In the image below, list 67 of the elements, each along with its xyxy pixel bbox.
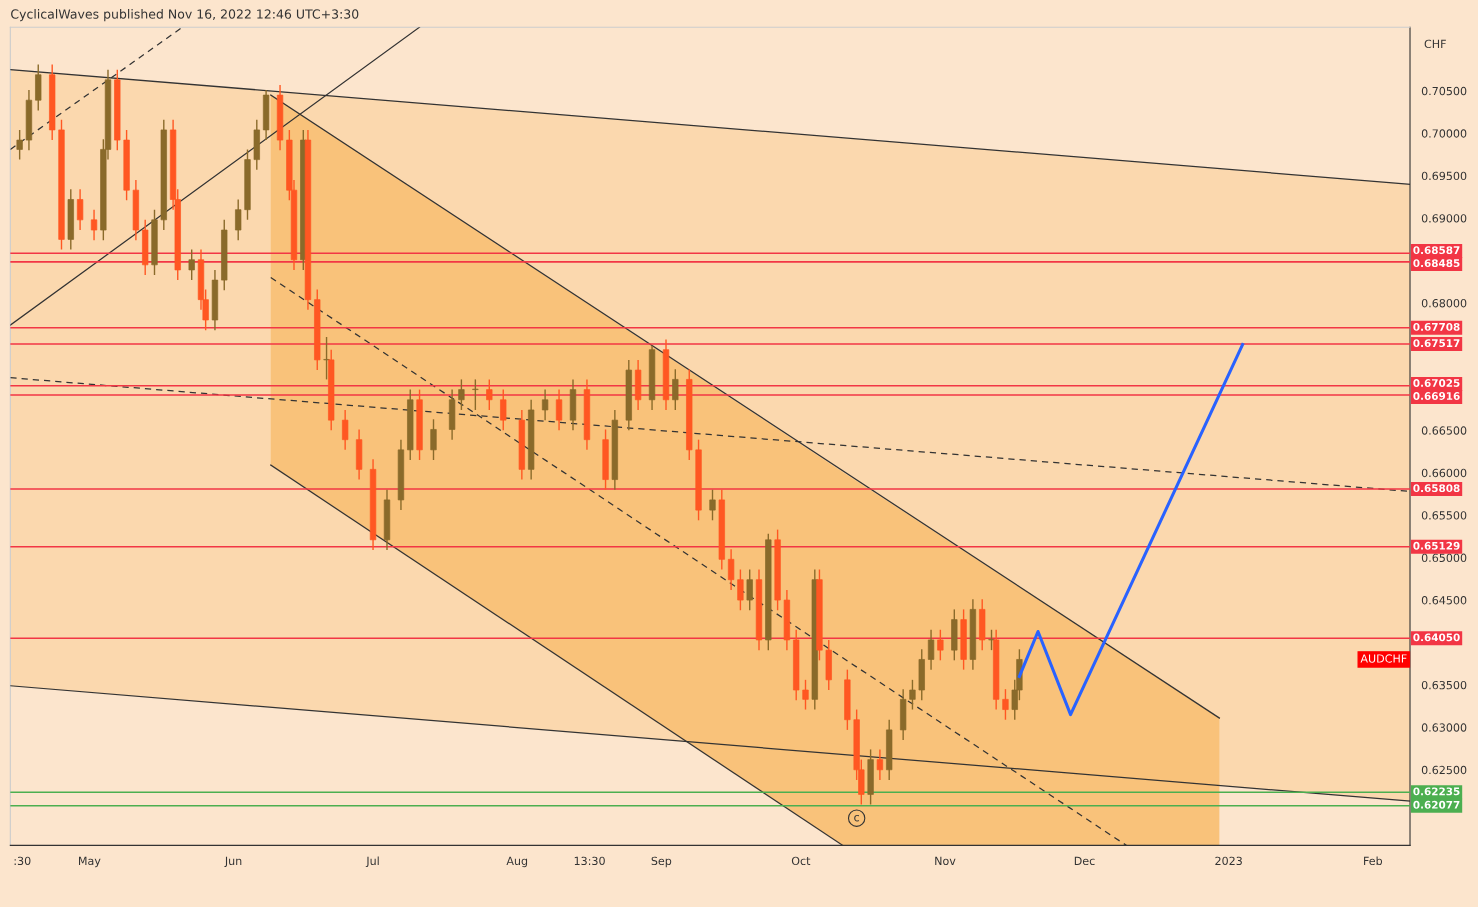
annotation: AUDCHF xyxy=(1360,654,1407,663)
x-tick-label: Sep xyxy=(651,856,672,868)
ref-line-label: 0.64050 xyxy=(1413,633,1460,642)
x-tick-label: Aug xyxy=(506,856,528,868)
chart-title: CyclicalWaves published Nov 16, 2022 12:46 UTC+3:30 xyxy=(11,9,359,22)
candlestick xyxy=(802,679,809,711)
ref-line-label: 0.67708 xyxy=(1413,322,1460,331)
y-tick-label: 0.66500 xyxy=(1421,426,1467,435)
y-tick-label: 0.68000 xyxy=(1421,299,1467,308)
line-series xyxy=(1017,343,1245,717)
y-tick-label: 0.63500 xyxy=(1421,680,1467,690)
candlestick xyxy=(76,188,84,231)
candlestick xyxy=(458,378,465,411)
ref-line-label: 0.62235 xyxy=(1413,787,1460,796)
candlestick xyxy=(342,409,349,451)
ref-line-label: 0.65808 xyxy=(1413,484,1460,493)
x-tick-label: Nov xyxy=(935,856,956,866)
candlestick xyxy=(323,336,330,381)
candlestick xyxy=(472,378,479,411)
ref-line-label: 0.66916 xyxy=(1413,392,1460,400)
y-tick-label: 0.69500 xyxy=(1421,171,1467,181)
candlestick xyxy=(16,129,23,161)
y-axis-title: CHF xyxy=(1424,39,1446,49)
candlestick xyxy=(1002,688,1009,721)
x-tick-label: May xyxy=(79,856,101,868)
ref-line-label: 0.67517 xyxy=(1413,339,1460,348)
x-tick-label: 2023 xyxy=(1215,856,1242,866)
x-tick-label: Jun xyxy=(224,856,242,868)
x-tick-label: Oct xyxy=(791,856,811,866)
candlestick xyxy=(737,568,744,611)
candlestick xyxy=(876,748,884,781)
candlestick xyxy=(927,629,935,671)
candlestick xyxy=(541,388,549,421)
candlestick xyxy=(235,198,242,241)
ref-line-label: 0.68485 xyxy=(1413,259,1460,268)
candlestick xyxy=(500,388,507,432)
x-tick-label: Jul xyxy=(365,856,379,868)
y-tick-label: 0.70000 xyxy=(1421,129,1467,138)
x-tick-label: Feb xyxy=(1364,856,1383,866)
y-tick-label: 0.70500 xyxy=(1421,86,1467,96)
candlestick xyxy=(988,629,995,651)
y-tick-label: 0.63000 xyxy=(1421,723,1467,732)
y-tick-label: 0.62500 xyxy=(1421,765,1467,775)
ref-line-label: 0.68587 xyxy=(1413,246,1460,255)
candlestick xyxy=(672,368,679,411)
x-tick-label: 13:30 xyxy=(574,856,605,866)
candlestick xyxy=(430,418,437,461)
y-tick-label: 0.64500 xyxy=(1421,596,1467,605)
y-tick-label: 0.65000 xyxy=(1421,553,1467,563)
candlestick xyxy=(746,568,753,611)
candlestick xyxy=(90,208,98,241)
candlestick xyxy=(188,248,195,281)
annotation: c xyxy=(854,815,860,822)
ref-line-label: 0.67025 xyxy=(1413,379,1460,387)
x-tick-label: :30 xyxy=(14,856,31,866)
candlestick xyxy=(486,378,493,411)
candlestick xyxy=(555,388,563,432)
candlestick xyxy=(937,629,944,662)
candlestick xyxy=(909,679,916,711)
ref-line-label: 0.62077 xyxy=(1413,800,1460,809)
y-tick-label: 0.65500 xyxy=(1421,511,1467,520)
x-tick-label: Dec xyxy=(1074,856,1095,866)
ref-line-label: 0.65129 xyxy=(1413,541,1460,550)
candlestick xyxy=(709,489,716,521)
y-tick-label: 0.69000 xyxy=(1421,214,1467,223)
y-tick-label: 0.66000 xyxy=(1421,468,1467,478)
candlestick xyxy=(727,548,735,591)
